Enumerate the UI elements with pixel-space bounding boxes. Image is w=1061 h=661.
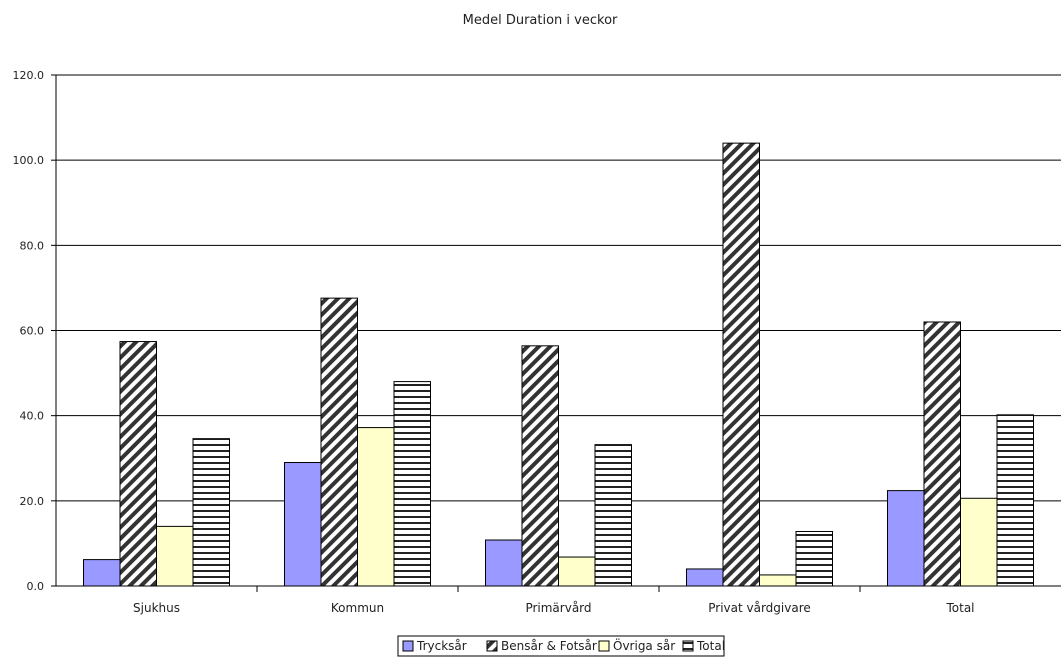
legend-swatch xyxy=(403,641,413,651)
y-tick-label: 100.0 xyxy=(13,154,45,167)
bar-0-2 xyxy=(486,540,523,586)
y-tick-label: 60.0 xyxy=(20,325,45,338)
bar-1-4 xyxy=(924,322,961,586)
legend-swatch xyxy=(487,641,497,651)
bar-0-4 xyxy=(888,491,925,586)
bar-3-1 xyxy=(394,382,431,586)
legend-label: Övriga sår xyxy=(613,637,675,653)
x-tick-label: Kommun xyxy=(331,601,384,615)
bar-1-1 xyxy=(321,298,358,586)
bar-1-3 xyxy=(723,143,760,586)
legend-swatch xyxy=(683,641,693,651)
bar-2-3 xyxy=(760,575,797,586)
legend-label: Total xyxy=(696,639,725,653)
bars xyxy=(84,143,1034,586)
bar-3-3 xyxy=(796,531,833,586)
y-tick-label: 120.0 xyxy=(13,69,45,82)
x-tick-label: Total xyxy=(945,601,974,615)
x-tick-label: Privat vårdgivare xyxy=(708,601,811,615)
legend-label: Bensår & Fotsår xyxy=(501,639,597,653)
legend-label: Trycksår xyxy=(416,639,467,653)
bar-2-0 xyxy=(157,526,194,586)
bar-1-2 xyxy=(522,346,559,586)
chart-title: Medel Duration i veckor xyxy=(463,13,618,28)
y-tick-label: 0.0 xyxy=(27,580,45,593)
bar-3-0 xyxy=(193,439,230,586)
y-tick-label: 80.0 xyxy=(20,239,45,252)
bar-0-3 xyxy=(687,569,724,586)
x-tick-label: Sjukhus xyxy=(133,601,180,615)
bar-2-1 xyxy=(358,428,395,586)
legend: Trycksår Bensår & Fotsår Övriga sår Total xyxy=(398,636,725,656)
bar-3-4 xyxy=(997,415,1034,586)
bar-2-2 xyxy=(559,557,596,586)
y-tick-label: 40.0 xyxy=(20,410,45,423)
bar-2-4 xyxy=(961,498,998,586)
bar-1-0 xyxy=(120,342,157,586)
x-tick-label: Primärvård xyxy=(525,601,591,615)
bar-3-2 xyxy=(595,445,632,586)
legend-swatch xyxy=(599,641,609,651)
bar-0-1 xyxy=(285,463,322,586)
y-tick-label: 20.0 xyxy=(20,495,45,508)
bar-0-0 xyxy=(84,560,121,586)
